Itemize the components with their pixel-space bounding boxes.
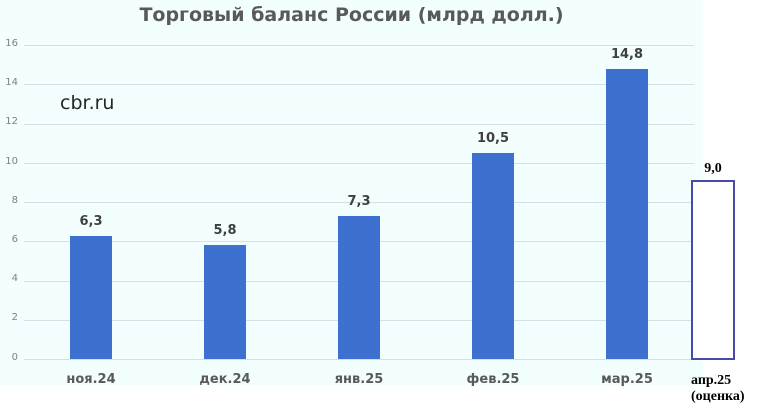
gridline	[24, 124, 694, 125]
estimate-x-label: апр.25 (оценка)	[691, 373, 745, 405]
gridline	[24, 84, 694, 85]
x-axis-baseline	[24, 359, 694, 360]
y-tick: 10	[5, 156, 18, 167]
value-label: 6,3	[79, 214, 103, 229]
value-label: 5,8	[213, 223, 237, 238]
value-label: 7,3	[347, 194, 371, 209]
gridline	[24, 202, 694, 203]
value-label: 10,5	[476, 131, 510, 146]
y-tick: 2	[11, 312, 18, 323]
estimate-label-month: апр.25	[691, 373, 732, 388]
x-label: ноя.24	[66, 372, 116, 387]
y-tick: 14	[5, 77, 18, 88]
y-tick: 4	[11, 273, 18, 284]
bar-nov24	[70, 236, 112, 359]
y-tick: 8	[11, 195, 18, 206]
value-label: 14,8	[610, 47, 644, 62]
bar-dec24	[204, 245, 246, 359]
x-label: мар.25	[601, 372, 653, 387]
y-tick: 16	[5, 38, 18, 49]
x-label: фев.25	[466, 372, 520, 387]
bar-mar25	[606, 69, 648, 359]
bar-apr25-estimate	[691, 180, 735, 360]
x-label: дек.24	[199, 372, 251, 387]
source-annotation: cbr.ru	[60, 92, 115, 114]
y-tick: 6	[11, 234, 18, 245]
y-tick: 12	[5, 116, 18, 127]
x-label: янв.25	[334, 372, 384, 387]
bar-feb25	[472, 153, 514, 359]
gridline	[24, 45, 694, 46]
estimate-value-label: 9,0	[704, 161, 722, 176]
y-tick: 0	[11, 352, 18, 363]
bar-jan25	[338, 216, 380, 359]
gridline	[24, 163, 694, 164]
chart-title: Торговый баланс России (млрд долл.)	[139, 4, 564, 26]
estimate-label-note: (оценка)	[691, 389, 745, 404]
